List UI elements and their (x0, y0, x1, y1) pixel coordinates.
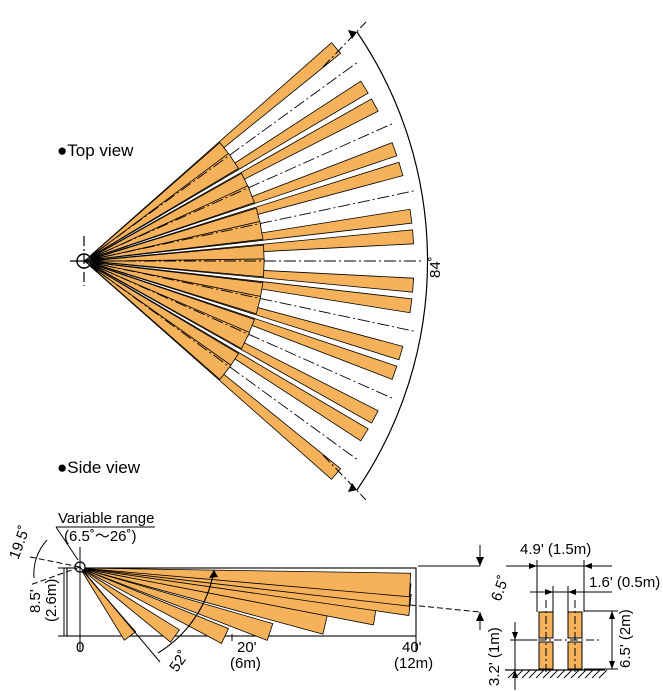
side-view-beams (79, 567, 412, 644)
angle-84-label: 84˚ (427, 256, 444, 278)
beam-axis (83, 189, 417, 262)
side-beam (79, 567, 274, 641)
hatch-line (528, 669, 538, 679)
bullet-icon: ● (57, 141, 68, 160)
top-beam-near (91, 258, 265, 278)
height-ft-label: 8.5' (27, 589, 44, 613)
angle-arc-52 (157, 569, 215, 654)
side-view-guides (29, 526, 484, 663)
distance-20-ft-label: 20' (237, 639, 257, 656)
beam-axis (83, 122, 395, 262)
top-beam-near (90, 152, 240, 257)
beam-axis (83, 60, 360, 262)
side-view-title-text: Side view (67, 458, 141, 477)
distance-0-label: 0 (76, 639, 85, 656)
hatch-line (521, 669, 531, 679)
hatch-line (549, 669, 559, 679)
distance-20-m-label: (6m) (230, 655, 261, 672)
variable-range-label: Variable range (58, 510, 155, 527)
side-beam (79, 567, 412, 598)
bullet-icon: ● (57, 458, 68, 477)
target-width-label: 4.9' (1.5m) (520, 541, 592, 558)
hatch-line (535, 669, 545, 679)
side-view-diagram (29, 526, 484, 663)
top-beam-near (90, 264, 251, 350)
side-view-title: ●Side view (57, 459, 140, 476)
variable-range-value: (6.5˚～26˚) (64, 528, 137, 545)
target-lower-label: 3.2' (1m) (486, 627, 503, 686)
hatch-line (577, 669, 587, 679)
side-beam (79, 567, 230, 644)
top-beam-near (91, 185, 255, 259)
distance-40-m-label: (12m) (394, 655, 434, 672)
hatch-line (591, 669, 601, 679)
side-beam (79, 567, 180, 643)
top-view-title: ●Top view (57, 142, 133, 159)
target-gap-label: 1.6' (0.5m) (589, 574, 661, 591)
beam-axis (83, 260, 395, 400)
target-height-label: 6.5' (2m) (617, 609, 634, 668)
top-view-guides (70, 21, 429, 501)
sensor-symbol (70, 236, 98, 286)
angle-arc-84 (356, 31, 429, 491)
height-m-label: (2.6m) (43, 578, 60, 622)
beam-axis (83, 260, 360, 462)
hatch-line (542, 669, 552, 679)
hatch-line (584, 669, 594, 679)
ground-hatch (507, 669, 608, 679)
beam-axis (83, 260, 417, 333)
top-beam-near (91, 262, 262, 315)
hatch-line (563, 669, 573, 679)
hatch-line (570, 669, 580, 679)
target-size-detail (505, 560, 618, 690)
top-view-beam-pattern (83, 42, 424, 480)
top-view-title-text: Top view (67, 141, 134, 160)
hatch-line (598, 669, 608, 679)
top-beam-near (90, 265, 232, 380)
distance-40-ft-label: 40' (402, 639, 422, 656)
hatch-line (556, 669, 566, 679)
